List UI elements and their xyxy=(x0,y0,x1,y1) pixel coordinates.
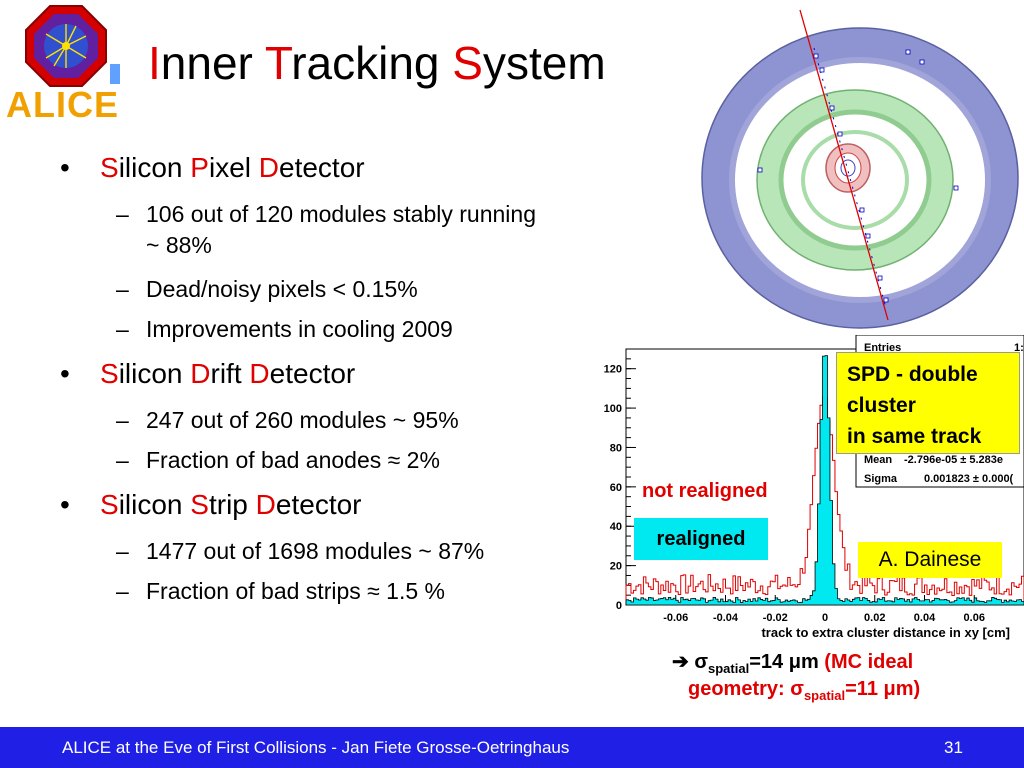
footer-text: ALICE at the Eve of First Collisions - J… xyxy=(62,738,570,757)
sub-bullet-dash: – xyxy=(116,407,129,433)
bullet-text: rift xyxy=(210,358,250,389)
bullet-text: ilicon xyxy=(118,489,191,520)
bullet-initial: D xyxy=(190,358,211,389)
spd-note-line: cluster xyxy=(847,394,916,417)
x-tick-label: 0.02 xyxy=(864,612,885,624)
bullet-initial: S xyxy=(100,489,119,520)
sigma-symbol: σ xyxy=(790,678,804,700)
title-initial-i: I xyxy=(148,37,161,89)
sigma-result-line: ➔ σspatial=14 μm (MC ideal xyxy=(672,649,913,676)
bullet-text: etector xyxy=(279,152,365,183)
stats-entries-value: 1: xyxy=(1014,342,1024,354)
bullet-dot: • xyxy=(60,152,70,183)
title-initial-t: T xyxy=(264,37,292,89)
x-axis-title: track to extra cluster distance in xy [c… xyxy=(761,625,1010,640)
title-rest-racking: racking xyxy=(291,37,453,89)
bullet-initial: D xyxy=(258,152,279,183)
y-tick-label: 0 xyxy=(616,600,622,612)
bullet-text: trip xyxy=(208,489,256,520)
sub-bullet-text: Improvements in cooling 2009 xyxy=(146,316,453,342)
sigma-symbol: σ xyxy=(694,651,709,673)
bullet-text: etector xyxy=(269,358,356,389)
spd-note-box: SPD - double cluster in same track xyxy=(836,352,1020,454)
sigma-value: =14 xyxy=(749,651,789,673)
bullet-text: ilicon xyxy=(118,152,191,183)
its-detector-illustration xyxy=(701,9,1019,329)
sub-bullet-dash: – xyxy=(116,578,129,604)
slide-title: Inner Tracking System xyxy=(148,40,606,86)
title-initial-s: S xyxy=(452,37,483,89)
mu-symbol: μ xyxy=(788,651,801,673)
bullet-initial: D xyxy=(255,489,276,520)
realigned-label: realigned xyxy=(634,518,768,560)
sigma-subscript: spatial xyxy=(708,661,750,676)
bullet-initial: S xyxy=(100,152,119,183)
author-credit: A. Dainese xyxy=(858,542,1002,578)
sub-bullet-text: Dead/noisy pixels < 0.15% xyxy=(146,276,418,302)
page-number: 31 xyxy=(944,738,963,757)
alice-logo xyxy=(25,5,120,87)
x-tick-label: 0.06 xyxy=(964,612,985,624)
stats-sigma-value: 0.001823 ± 0.000( xyxy=(924,473,1014,485)
bullet-initial: D xyxy=(249,358,270,389)
sub-bullet-text: Fraction of bad anodes ≈ 2% xyxy=(146,447,440,473)
stats-mean-label: Mean xyxy=(864,454,892,466)
sub-bullet-dash: – xyxy=(116,201,129,227)
spd-note-line: SPD - double xyxy=(847,363,978,386)
series-realigned xyxy=(625,355,1024,606)
bullet-text: etector xyxy=(275,489,362,520)
bullet-initial: P xyxy=(190,152,209,183)
y-tick-label: 20 xyxy=(610,561,622,573)
sigma-value: =11 xyxy=(845,678,884,700)
sigma-unit: m) xyxy=(895,678,921,700)
spd-note-line: in same track xyxy=(847,425,982,448)
x-tick-label: 0 xyxy=(822,612,828,624)
bullet-text: ilicon xyxy=(118,358,191,389)
title-rest-ystem: ystem xyxy=(482,37,606,89)
stats-entries-label: Entries xyxy=(864,342,901,354)
x-tick-label: -0.04 xyxy=(713,612,739,624)
bullet-initial: S xyxy=(100,358,119,389)
x-tick-label: 0.04 xyxy=(914,612,936,624)
y-tick-label: 80 xyxy=(610,442,622,454)
sub-bullet-text: 1477 out of 1698 modules ~ 87% xyxy=(146,538,485,564)
y-tick-label: 40 xyxy=(610,521,622,533)
y-tick-label: 100 xyxy=(604,403,622,415)
mu-symbol: μ xyxy=(883,678,896,700)
sigma-unit: m xyxy=(800,651,825,673)
stats-mean-value: -2.796e-05 ± 5.283e xyxy=(904,454,1003,466)
stats-sigma-label: Sigma xyxy=(864,473,898,485)
bullet-initial: S xyxy=(190,489,209,520)
bullet-dot: • xyxy=(60,489,70,520)
bullet-text: ixel xyxy=(208,152,259,183)
footer-bar xyxy=(0,727,1024,768)
logo-text: ALICE xyxy=(6,84,119,125)
y-tick-label: 120 xyxy=(604,364,622,376)
sub-bullet-dash: – xyxy=(116,276,129,302)
y-tick-label: 60 xyxy=(610,482,622,494)
sub-bullet-dash: – xyxy=(116,447,129,473)
sigma-subscript: spatial xyxy=(803,688,846,703)
bullet-dot: • xyxy=(60,358,70,389)
sigma-mc-line: geometry: σspatial=11 μm) xyxy=(688,678,920,703)
sub-bullet-text: 247 out of 260 modules ~ 95% xyxy=(146,407,459,433)
sub-bullet-text: Fraction of bad strips ≈ 1.5 % xyxy=(146,578,445,604)
mc-ideal-text: (MC ideal xyxy=(824,651,914,673)
sub-bullet-dash: – xyxy=(116,538,129,564)
arrow-icon: ➔ xyxy=(672,651,689,673)
sub-bullet-text: 106 out of 120 modules stably running ~ … xyxy=(146,201,536,258)
x-tick-label: -0.02 xyxy=(763,612,788,624)
geometry-text: geometry: xyxy=(688,678,791,700)
title-rest-nner: nner xyxy=(160,37,265,89)
not-realigned-label: not realigned xyxy=(640,480,770,503)
x-tick-label: -0.06 xyxy=(663,612,688,624)
sub-bullet-dash: – xyxy=(116,316,129,342)
